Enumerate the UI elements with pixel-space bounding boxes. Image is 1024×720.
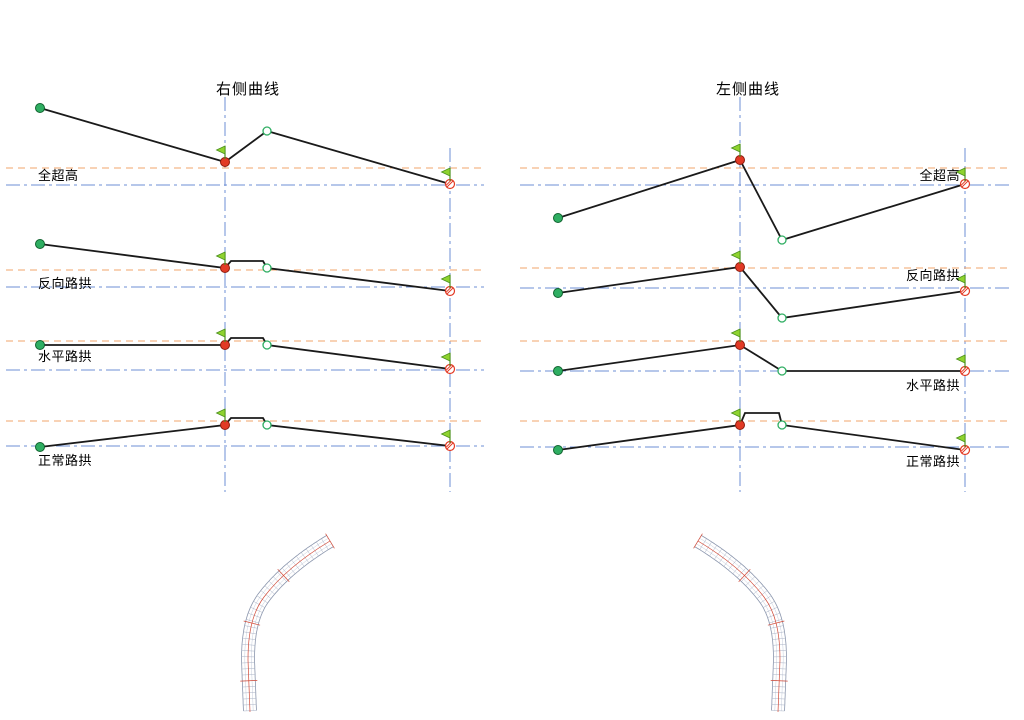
alignment-centerline [247, 540, 331, 713]
transition-marker [262, 263, 272, 273]
end-marker-hatch [960, 179, 967, 186]
superelevation-profile [557, 158, 966, 242]
flag-icon [730, 143, 741, 153]
flag-icon [440, 429, 451, 439]
start-marker [553, 288, 563, 298]
transition-marker [262, 340, 272, 350]
end-marker-hatch [446, 442, 454, 450]
transition-marker [777, 420, 787, 430]
plan-view-right-curve [240, 533, 335, 713]
end-marker-hatch [961, 367, 969, 375]
flag-icon [215, 408, 226, 418]
alignment-edge [251, 543, 332, 711]
flag-icon [730, 250, 741, 260]
flag-icon [955, 433, 966, 443]
superelevation-profile [39, 107, 451, 185]
row-label-normal-crown-left: 正常路拱 [38, 453, 93, 468]
flag-icon [215, 145, 226, 155]
alignment-edge [696, 543, 777, 711]
end-marker-hatch [960, 286, 967, 293]
alignment-station-tick [277, 569, 290, 582]
flag-icon [730, 408, 741, 418]
end-marker-hatch [445, 179, 452, 186]
row-label-reverse-crown-right: 反向路拱 [905, 268, 960, 283]
transition-marker [262, 420, 272, 430]
flag-icon [215, 251, 226, 261]
transition-marker [777, 366, 787, 376]
row-label-normal-crown-right: 正常路拱 [905, 454, 960, 469]
flag-icon [955, 354, 966, 364]
superelevation-profile [39, 243, 451, 292]
row-label-flat-crown-right: 水平路拱 [905, 378, 960, 393]
start-marker [35, 340, 45, 350]
end-marker-hatch [961, 180, 969, 188]
alignment-edge [254, 546, 334, 711]
start-marker [553, 445, 563, 455]
start-marker [553, 366, 563, 376]
alignment-station-tick [325, 533, 335, 549]
alignment-centerline [697, 540, 781, 713]
start-marker [553, 213, 563, 223]
flag-icon [955, 274, 966, 284]
end-marker-hatch [445, 286, 452, 293]
row-label-flat-crown-left: 水平路拱 [38, 349, 93, 364]
end-marker-hatch [445, 441, 452, 448]
superelevation-profile [557, 266, 966, 319]
alignment-station-tick [240, 680, 258, 682]
end-marker-hatch [446, 287, 454, 295]
panel-left-curve [520, 97, 1012, 492]
end-marker-hatch [960, 366, 967, 373]
row-label-full-superelevation-left: 全超高 [38, 168, 79, 183]
flag-icon [730, 328, 741, 338]
transition-marker [262, 126, 272, 136]
flag-icon [440, 274, 451, 284]
end-marker-hatch [446, 365, 454, 373]
alignment-station-tick [243, 620, 261, 626]
superelevation-profile [557, 412, 966, 451]
start-marker [35, 442, 45, 452]
alignment-edge [701, 535, 787, 712]
panel-right-curve [6, 97, 484, 492]
alignment-edge [694, 546, 774, 711]
row-label-full-superelevation-right: 全超高 [919, 168, 960, 183]
end-marker-hatch [961, 446, 969, 454]
superelevation-profile [557, 344, 965, 372]
flag-icon [215, 328, 226, 338]
end-marker-hatch [961, 287, 969, 295]
flag-icon [440, 167, 451, 177]
alignment-station-tick [770, 680, 788, 682]
transition-marker [777, 313, 787, 323]
flag-icon [955, 167, 966, 177]
superelevation-profile [40, 337, 451, 370]
transition-marker [777, 235, 787, 245]
panel-title-right-curve: 右侧曲线 [215, 82, 281, 98]
superelevation-profile [39, 417, 451, 448]
end-marker-hatch [446, 180, 454, 188]
alignment-station-tick [693, 533, 703, 549]
row-label-reverse-crown-left: 反向路拱 [38, 276, 93, 291]
end-marker-hatch [445, 364, 452, 371]
plan-view-left-curve [693, 533, 788, 713]
panel-title-left-curve: 左侧曲线 [715, 82, 781, 98]
start-marker [35, 239, 45, 249]
flag-icon [440, 352, 451, 362]
alignment-station-tick [767, 620, 785, 626]
alignment-station-tick [738, 569, 751, 582]
end-marker-hatch [960, 445, 967, 452]
start-marker [35, 103, 45, 113]
alignment-edge [241, 535, 327, 712]
